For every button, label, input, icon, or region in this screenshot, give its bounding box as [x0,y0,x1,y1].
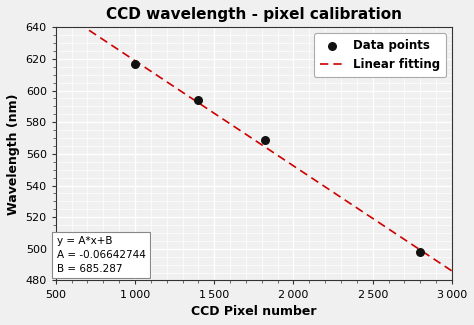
Linear fitting [267,149,273,152]
Linear fitting [241,131,247,135]
Line: Linear fitting: Linear fitting [56,8,452,271]
Text: y = A*x+B
A = -0.06642744
B = 685.287: y = A*x+B A = -0.06642744 B = 685.287 [56,236,146,274]
Data points [131,61,139,66]
Data points [195,98,202,103]
Linear fitting [244,133,249,136]
Linear fitting [449,269,455,273]
Legend: Data points, Linear fitting: Data points, Linear fitting [314,33,446,77]
Linear fitting [289,162,294,166]
Data points [261,137,269,142]
Linear fitting [378,222,383,226]
Title: CCD wavelength - pixel calibration: CCD wavelength - pixel calibration [106,7,402,22]
Linear fitting [439,263,445,266]
X-axis label: CCD Pixel number: CCD Pixel number [191,305,317,318]
Data points [417,249,424,254]
Y-axis label: Wavelength (nm): Wavelength (nm) [7,93,20,214]
Linear fitting [53,6,59,10]
